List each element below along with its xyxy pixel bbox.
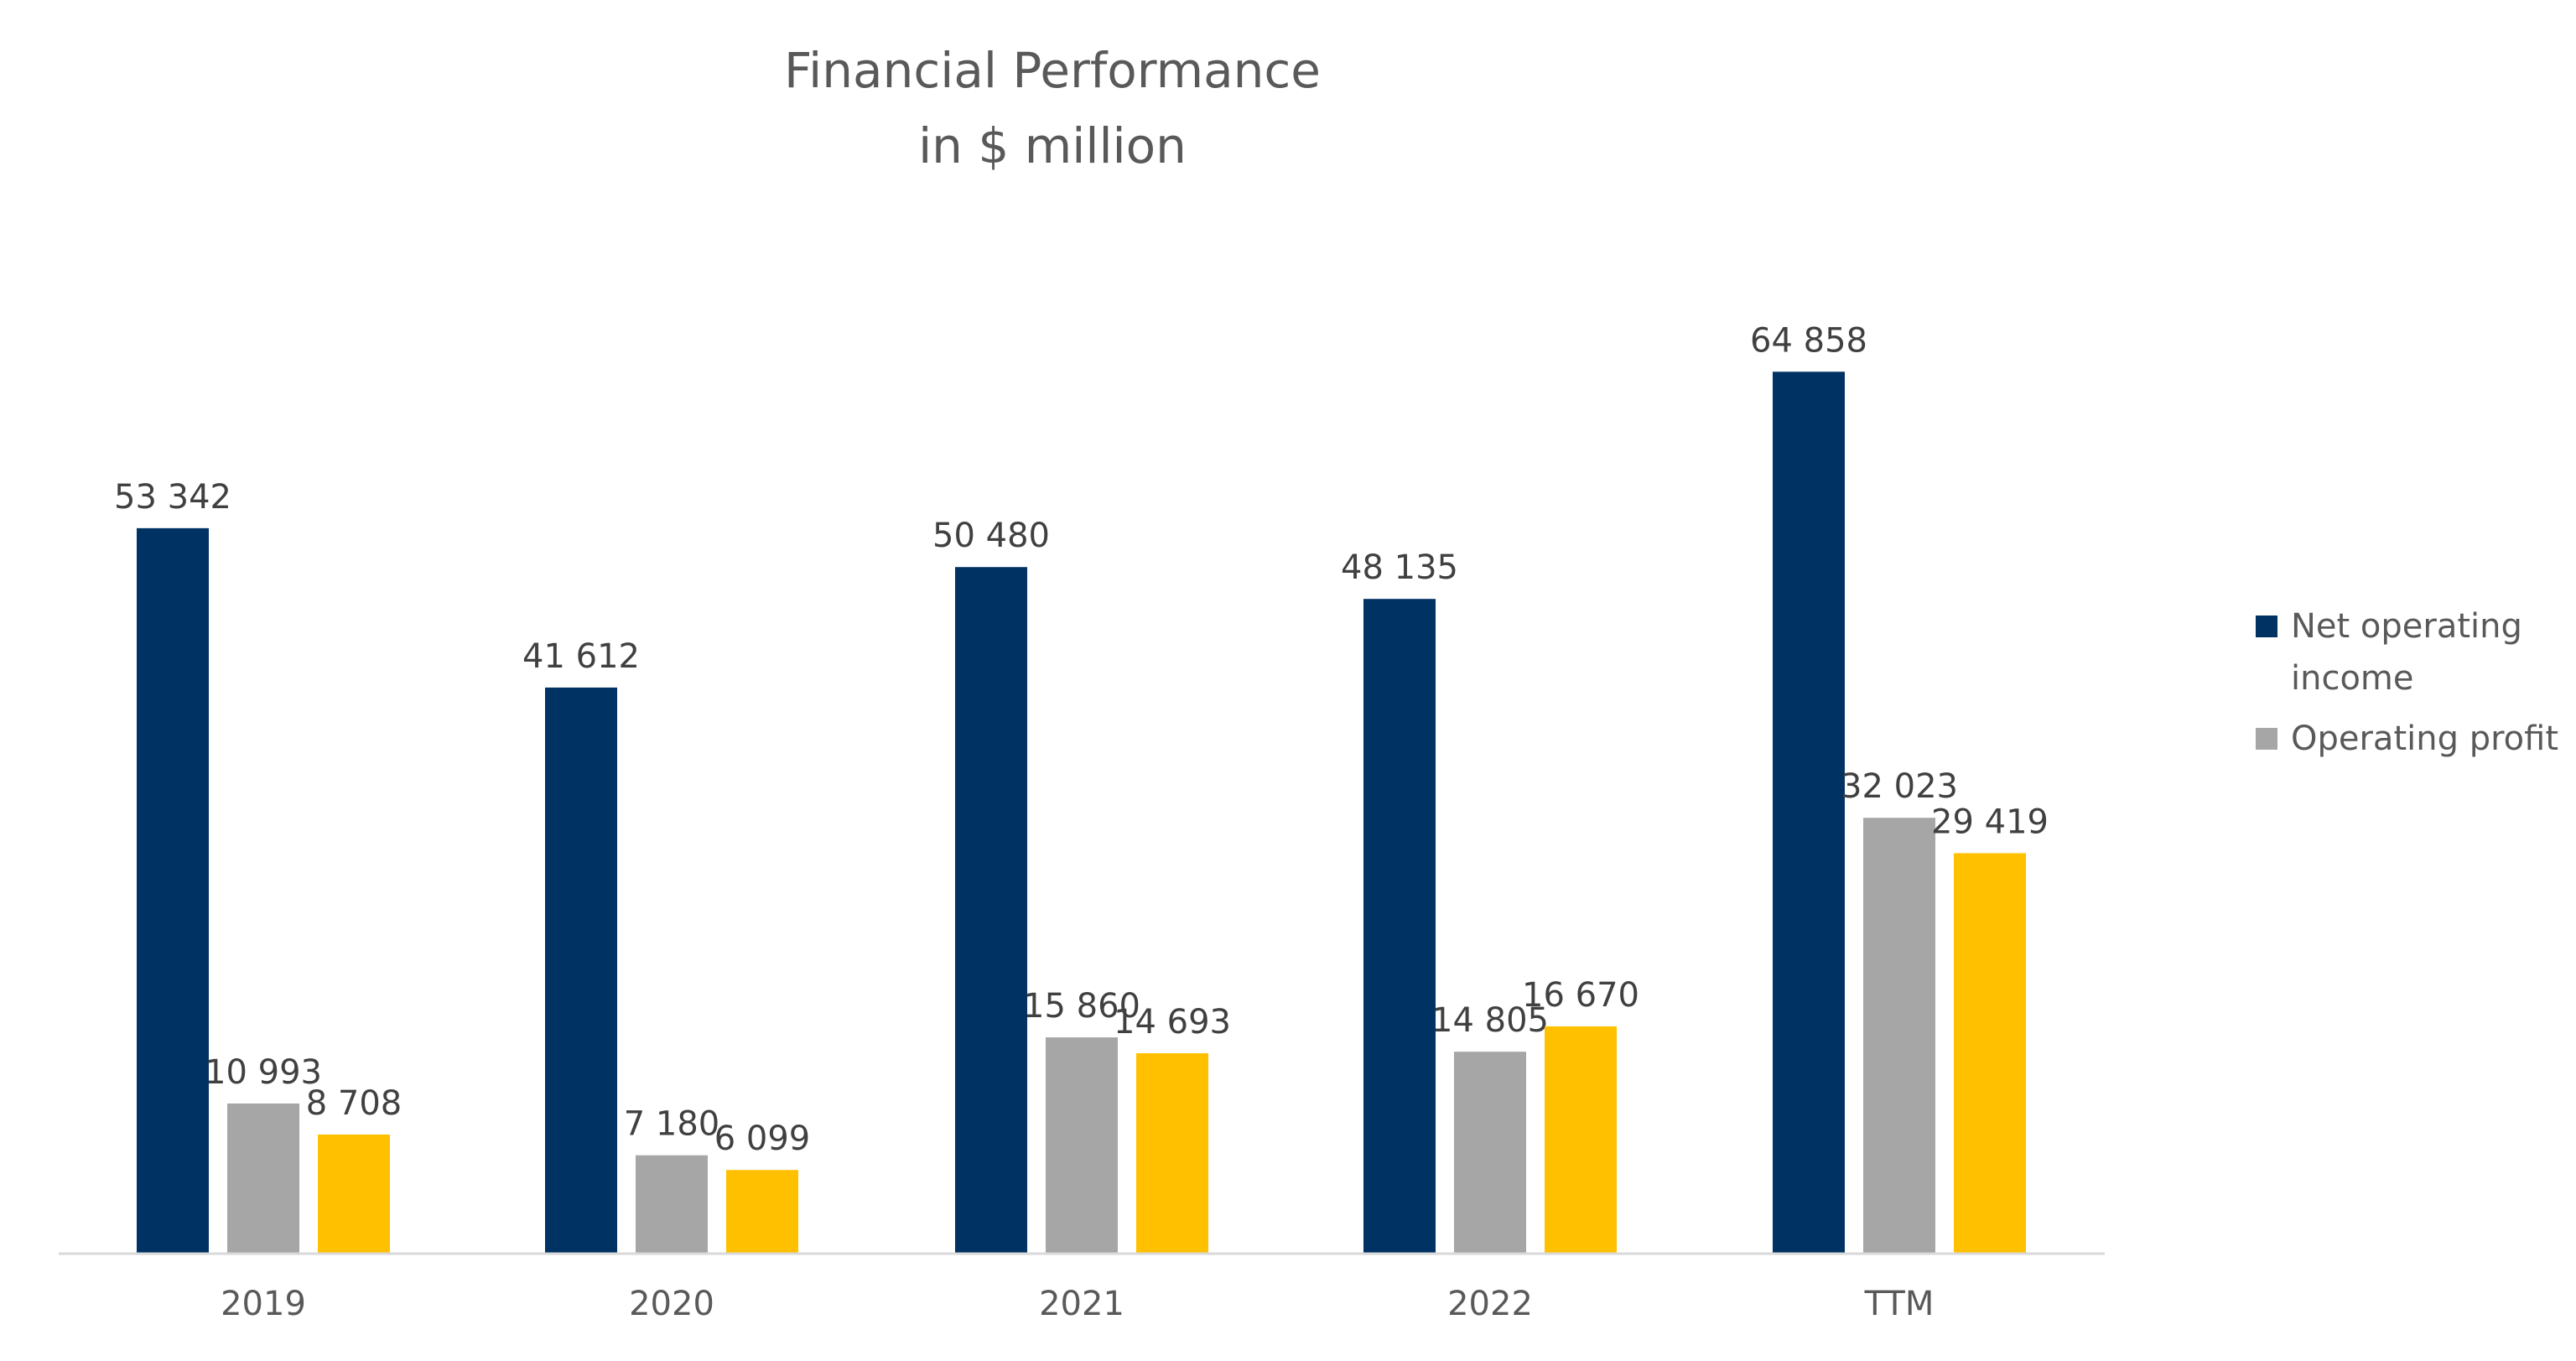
bar-series0-2021: [955, 567, 1027, 1253]
x-tick-label-2022: 2022: [1447, 1285, 1533, 1323]
bar-series0-ttm: [1773, 371, 1845, 1253]
bar-series1-ttm: [1863, 818, 1935, 1253]
bar-series0-2022: [1363, 599, 1436, 1253]
bar-series2-ttm: [1954, 853, 2026, 1253]
data-label-series1-2019: 10 993: [205, 1053, 322, 1092]
legend-swatch-net-operating-income: [2256, 616, 2277, 637]
bar-series2-2022: [1545, 1026, 1617, 1253]
chart-title: Financial Performance: [784, 42, 1321, 99]
data-label-series2-2021: 14 693: [1114, 1003, 1231, 1042]
chart-subtitle: in $ million: [918, 117, 1187, 174]
data-label-series0-2019: 53 342: [114, 478, 231, 517]
legend-swatch-operating-profit: [2256, 728, 2277, 750]
x-tick-label-2021: 2021: [1039, 1285, 1124, 1323]
legend-item-operating-profit: Operating profit: [2256, 713, 2576, 765]
bar-series1-2022: [1454, 1052, 1526, 1253]
bar-series0-2019: [137, 527, 209, 1253]
data-label-series1-2020: 7 180: [624, 1105, 720, 1144]
bar-series2-2020: [726, 1170, 798, 1253]
bar-series2-2021: [1136, 1052, 1208, 1253]
legend-label-net-operating-income: Net operating income: [2291, 607, 2522, 698]
data-label-series0-2021: 50 480: [932, 517, 1050, 555]
data-label-series2-ttm: 29 419: [1931, 803, 2049, 841]
data-label-series1-2021: 15 860: [1023, 987, 1140, 1026]
bar-series1-2021: [1046, 1037, 1118, 1253]
legend-item-net-operating-income: Net operating income: [2256, 600, 2576, 704]
data-label-series1-ttm: 32 023: [1841, 767, 1958, 806]
bar-series1-2019: [227, 1103, 299, 1253]
data-label-series2-2020: 6 099: [714, 1119, 811, 1158]
data-label-series1-2022: 14 805: [1431, 1001, 1549, 1040]
x-tick-label-2019: 2019: [221, 1285, 306, 1323]
bar-series0-2020: [545, 687, 617, 1253]
x-tick-label-2020: 2020: [629, 1285, 714, 1323]
x-tick-label-ttm: TTM: [1864, 1285, 1935, 1323]
data-label-series0-ttm: 64 858: [1750, 321, 1867, 360]
data-label-series2-2022: 16 670: [1522, 976, 1639, 1015]
bar-series1-2020: [636, 1155, 708, 1253]
bar-series2-2019: [318, 1134, 390, 1253]
legend: Net operating income Operating profit: [2256, 600, 2576, 773]
data-label-series0-2020: 41 612: [522, 637, 640, 676]
legend-label-operating-profit: Operating profit: [2291, 719, 2559, 758]
data-label-series2-2019: 8 708: [306, 1084, 402, 1123]
data-label-series0-2022: 48 135: [1341, 548, 1458, 587]
